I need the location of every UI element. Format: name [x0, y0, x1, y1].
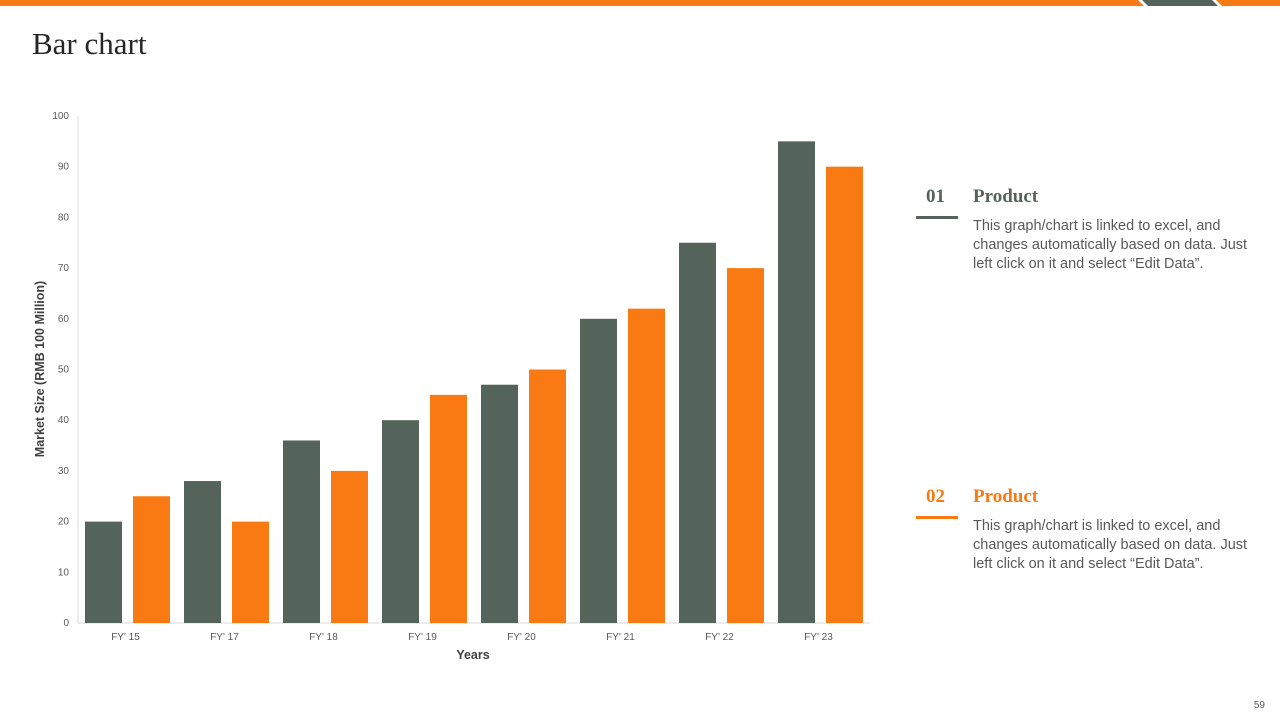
page-number: 59: [1253, 700, 1265, 711]
bar-series-2-5: [628, 308, 665, 623]
bar-series-1-0: [85, 521, 122, 623]
legend-rule: [916, 216, 958, 219]
legend-rule: [916, 516, 958, 519]
bar-series-1-1: [184, 481, 221, 623]
x-tick-label: FY' 20: [507, 632, 536, 643]
bar-chart: 0 10 20 30 40 50 60 70 80 90 100 FY' 15 FY' 17 FY' 18…: [33, 111, 870, 662]
y-tick-label: 10: [58, 567, 70, 578]
y-tick-label: 50: [58, 365, 70, 376]
legend-description: This graph/chart is linked to excel, and…: [973, 518, 1248, 572]
x-tick-label: FY' 21: [606, 632, 635, 643]
y-tick-label: 30: [58, 466, 70, 477]
legend-number: 01: [926, 186, 945, 207]
top-bar-decoration: [1134, 0, 1222, 6]
bar-series-2-0: [133, 496, 170, 623]
bar-series-2-6: [727, 268, 764, 623]
bar-series-2-3: [430, 394, 467, 623]
y-tick-label: 100: [52, 111, 69, 122]
bar-series-1-6: [679, 242, 716, 623]
bar-series-2-1: [232, 521, 269, 623]
legend-description: This graph/chart is linked to excel, and…: [973, 218, 1248, 272]
y-tick-label: 80: [58, 212, 70, 223]
legend-number: 02: [926, 486, 945, 507]
y-axis-title: Market Size (RMB 100 Million): [33, 281, 47, 457]
x-tick-label: FY' 23: [804, 632, 833, 643]
y-tick-label: 60: [58, 314, 70, 325]
x-tick-label: FY' 15: [111, 632, 140, 643]
y-tick-label: 70: [58, 263, 70, 274]
x-axis-title: Years: [456, 648, 489, 662]
x-tick-label: FY' 19: [408, 632, 437, 643]
x-tick-label: FY' 22: [705, 632, 734, 643]
bar-series-1-7: [778, 141, 815, 623]
bar-series-1-3: [382, 420, 419, 623]
x-tick-label: FY' 18: [309, 632, 338, 643]
legend-title: Product: [973, 186, 1039, 207]
bar-series-1-2: [283, 440, 320, 623]
y-tick-label: 20: [58, 517, 70, 528]
x-tick-label: FY' 17: [210, 632, 239, 643]
slide-title: Bar chart: [32, 26, 147, 61]
legend-title: Product: [973, 486, 1039, 507]
y-tick-label: 0: [63, 618, 69, 629]
bar-series-2-7: [826, 166, 863, 623]
bar-series-1-5: [580, 318, 617, 623]
bar-series-2-4: [529, 369, 566, 623]
bar-series-1-4: [481, 384, 518, 623]
top-accent-bar: [0, 0, 1280, 6]
y-tick-label: 40: [58, 415, 70, 426]
bar-series-2-2: [331, 470, 368, 623]
y-tick-label: 90: [58, 162, 70, 173]
